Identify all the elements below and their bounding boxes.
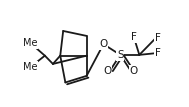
Text: F: F xyxy=(131,32,136,42)
Text: O: O xyxy=(103,65,111,76)
Text: S: S xyxy=(117,50,124,60)
Text: Me: Me xyxy=(23,38,37,48)
Text: O: O xyxy=(99,39,108,49)
Text: F: F xyxy=(155,48,161,58)
Text: Me: Me xyxy=(23,62,37,72)
Text: F: F xyxy=(155,33,161,43)
Text: O: O xyxy=(129,65,138,76)
